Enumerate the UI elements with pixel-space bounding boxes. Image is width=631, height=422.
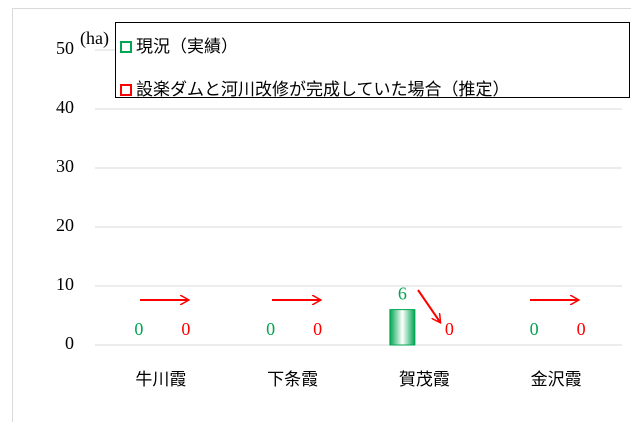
legend	[115, 22, 630, 98]
y-tick-label: 10	[56, 274, 74, 294]
legend-label: 設楽ダムと河川改修が完成していた場合（推定）	[136, 80, 510, 100]
legend-label: 現況（実績）	[136, 37, 238, 57]
x-tick-label: 牛川霞	[135, 370, 186, 390]
bar	[389, 309, 416, 346]
value-label: 0	[266, 319, 275, 339]
value-label: 0	[134, 319, 143, 339]
frame	[12, 8, 631, 422]
x-tick-label: 下条霞	[267, 370, 318, 390]
value-label: 0	[577, 319, 586, 339]
legend-swatch	[120, 41, 132, 53]
y-unit: (ha)	[80, 28, 109, 49]
y-tick-label: 40	[56, 97, 74, 117]
value-label: 0	[445, 319, 454, 339]
value-label: 6	[398, 284, 407, 304]
y-tick-label: 50	[56, 38, 74, 58]
y-tick-label: 0	[65, 333, 74, 353]
legend-swatch	[120, 84, 132, 96]
x-tick-label: 金沢霞	[531, 370, 582, 390]
value-label: 0	[313, 319, 322, 339]
arrows	[140, 289, 578, 322]
y-tick-label: 30	[56, 156, 74, 176]
value-label: 0	[181, 319, 190, 339]
value-label: 0	[530, 319, 539, 339]
y-tick-label: 20	[56, 215, 74, 235]
x-tick-label: 賀茂霞	[399, 370, 450, 390]
